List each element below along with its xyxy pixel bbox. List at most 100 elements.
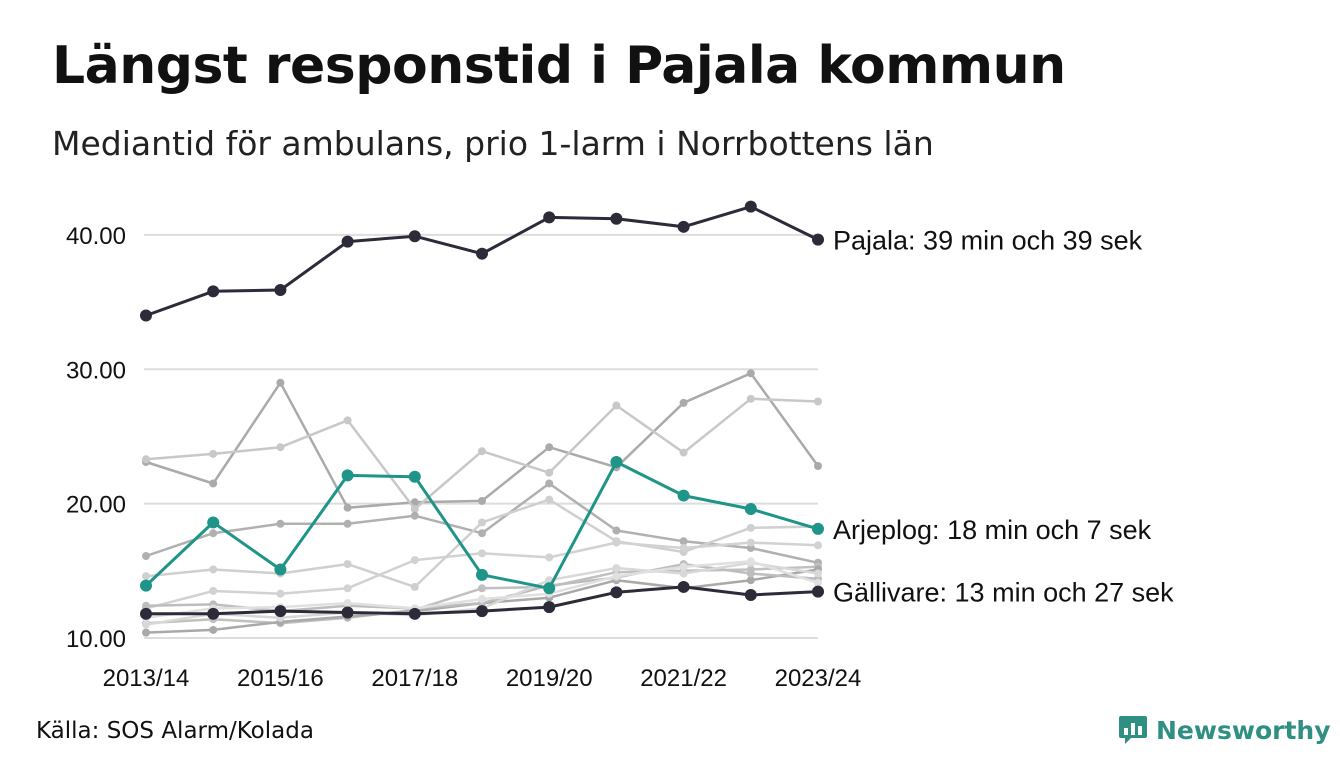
background-series-point <box>814 541 822 550</box>
background-series-point <box>746 538 755 547</box>
highlighted-series <box>140 200 824 620</box>
background-series-point <box>209 529 218 538</box>
series-pajala-point <box>744 200 757 213</box>
background-series-point <box>478 584 486 593</box>
series-arjeplog-point <box>140 579 152 592</box>
background-series-point <box>746 576 755 585</box>
series-g-llivare-point <box>677 580 690 593</box>
series-pajala-point <box>274 283 287 296</box>
series-g-llivare-point <box>744 589 757 601</box>
series-g-llivare-point <box>207 607 220 620</box>
background-series-point <box>814 569 822 578</box>
background-series-point <box>814 462 822 470</box>
background-series-point <box>612 401 621 410</box>
background-series-point <box>746 523 755 532</box>
background-series-point <box>545 479 554 488</box>
y-tick-label: 20.00 <box>66 492 126 519</box>
y-tick-label: 10.00 <box>66 626 126 653</box>
series-arjeplog-point <box>812 522 824 535</box>
x-tick-label: 2015/16 <box>237 665 324 692</box>
background-series-point <box>746 394 755 403</box>
series-pajala-point <box>812 233 824 246</box>
series-pajala <box>140 200 824 322</box>
series-g-llivare-point <box>341 606 354 619</box>
background-series-point <box>478 549 486 558</box>
x-tick-label: 2017/18 <box>371 665 458 692</box>
background-series-point <box>612 564 621 573</box>
background-series-point <box>814 397 822 406</box>
series-arjeplog-label: Arjeplog: 18 min och 7 sek <box>833 515 1152 545</box>
background-series-point <box>545 468 554 477</box>
series-pajala-point <box>543 211 556 224</box>
background-series-point <box>209 449 218 458</box>
background-series-point <box>545 443 554 452</box>
background-series-point <box>142 601 150 610</box>
background-series-point <box>276 378 285 387</box>
background-series-point <box>478 496 486 505</box>
newsworthy-logo-icon <box>1119 716 1147 744</box>
series-g-llivare-point <box>812 585 824 598</box>
background-series-point <box>142 628 150 637</box>
chart-title: Längst responstid i Pajala kommun <box>52 36 1066 96</box>
series-g-llivare <box>140 580 824 620</box>
series-arjeplog-point <box>207 516 220 529</box>
background-series-point <box>612 526 621 535</box>
background-series-point <box>343 519 352 528</box>
series-arjeplog-point <box>476 568 488 581</box>
series-pajala-label: Pajala: 39 min och 39 sek <box>833 226 1143 256</box>
background-series-point <box>746 569 755 578</box>
series-arjeplog-point <box>744 503 757 515</box>
y-tick-label: 40.00 <box>66 223 126 250</box>
series-pajala-point <box>341 235 354 248</box>
x-axis: 2013/14 2015/16 2017/18 2019/20 2021/22 2023/… <box>103 665 862 692</box>
background-series-point <box>276 589 285 598</box>
background-series-point <box>142 572 150 581</box>
background-series-point <box>746 369 755 378</box>
background-series <box>142 538 822 613</box>
series-g-llivare-point <box>543 601 556 614</box>
background-series-point <box>679 398 688 407</box>
background-series-point <box>209 479 218 488</box>
background-series-point <box>679 537 688 546</box>
background-series-point <box>679 448 688 457</box>
series-pajala-point <box>677 220 690 233</box>
x-tick-label: 2013/14 <box>103 665 190 692</box>
background-series-point <box>814 578 822 587</box>
background-series-point <box>410 498 419 507</box>
background-series-point <box>142 620 150 629</box>
background-series-point <box>142 455 150 464</box>
background-series-point <box>612 572 621 581</box>
series-g-llivare-point <box>610 586 623 599</box>
chart-subtitle: Mediantid för ambulans, prio 1-larm i No… <box>52 124 934 163</box>
background-series-point <box>142 552 150 561</box>
background-series-point <box>209 565 218 574</box>
background-series-point <box>343 416 352 425</box>
grid-lines <box>144 233 818 639</box>
background-series-point <box>343 503 352 512</box>
background-series-point <box>478 447 486 456</box>
x-tick-label: 2023/24 <box>775 665 862 692</box>
x-tick-label: 2019/20 <box>506 665 593 692</box>
series-g-llivare-point <box>140 607 152 620</box>
series-g-llivare-point <box>274 605 287 618</box>
background-series-point <box>209 586 218 595</box>
series-g-llivare-label: Gällivare: 13 min och 27 sek <box>833 578 1174 608</box>
background-series-point <box>746 557 755 566</box>
x-tick-label: 2021/22 <box>640 665 727 692</box>
background-series <box>142 369 822 512</box>
background-series-point <box>343 599 352 608</box>
series-g-llivare-point <box>476 605 488 618</box>
series-pajala-point <box>207 285 220 298</box>
series-pajala-point <box>408 230 421 243</box>
background-series-point <box>343 560 352 569</box>
series-arjeplog-point <box>610 455 623 468</box>
series-labels: Pajala: 39 min och 39 sek Arjeplog: 18 mi… <box>833 226 1174 608</box>
series-arjeplog <box>140 455 824 595</box>
background-series-point <box>545 495 554 504</box>
background-series-point <box>478 595 486 604</box>
background-series-point <box>209 625 218 634</box>
background-series-point <box>276 519 285 528</box>
newsworthy-logo[interactable]: Newsworthy <box>1118 714 1331 746</box>
background-series-point <box>478 529 486 538</box>
